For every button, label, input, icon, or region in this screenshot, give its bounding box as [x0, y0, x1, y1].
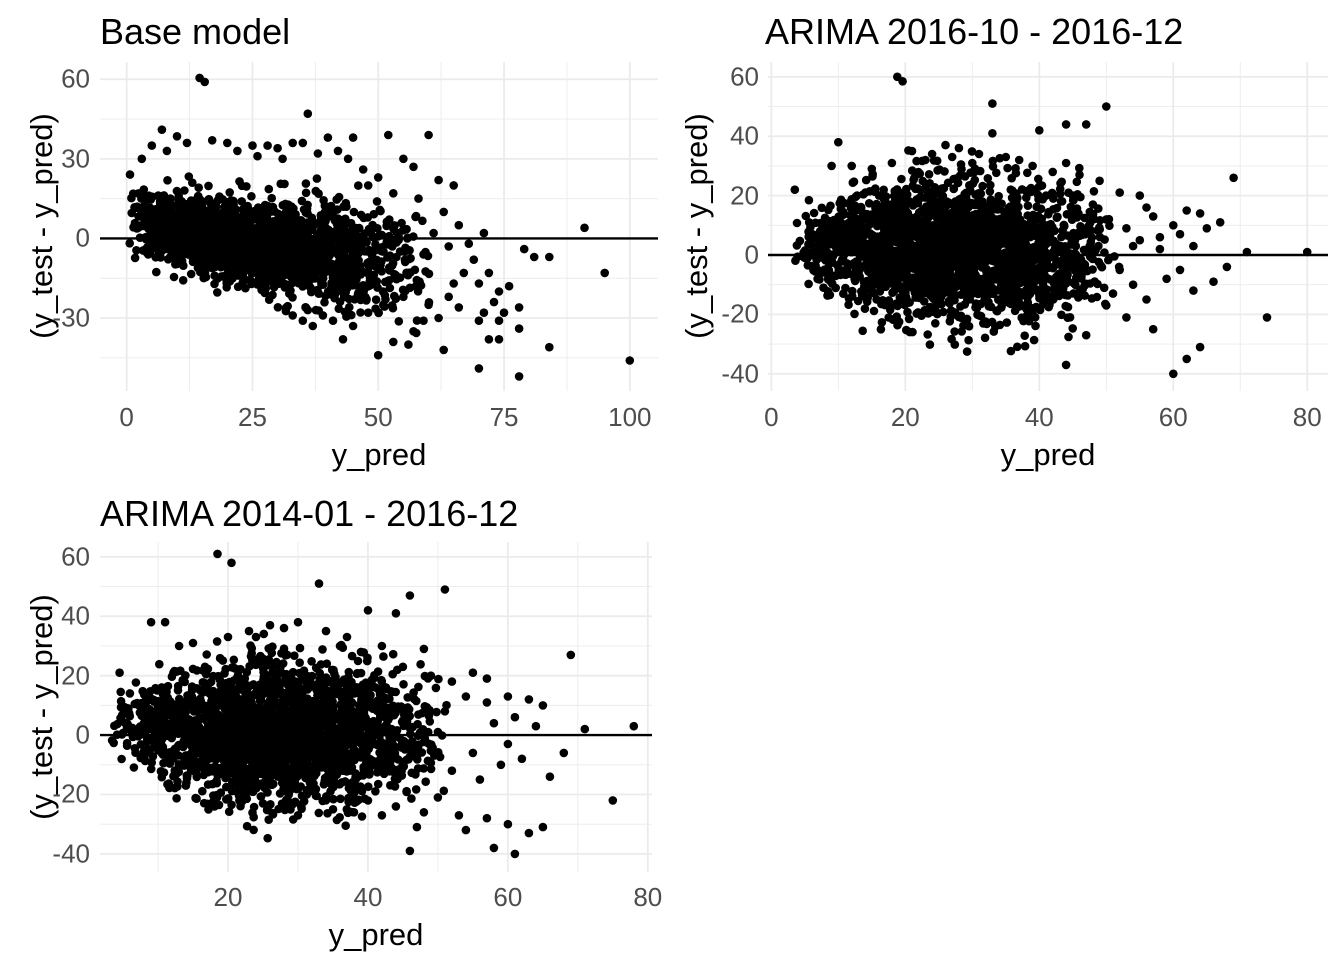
x-tick-label: 60	[493, 882, 523, 912]
scatter-panel	[100, 542, 652, 872]
y-tick-label: 0	[744, 239, 759, 270]
x-tick-label: 50	[363, 402, 393, 432]
x-tick-label: 0	[119, 402, 134, 432]
y-tick-label: 0	[75, 222, 90, 253]
plot-arima-2016-10-2016-12: ARIMA 2016-10 - 2016-12 (y_test - y_pred…	[672, 0, 1344, 480]
x-tick-label: 100	[608, 402, 652, 432]
y-tick-label: 30	[61, 143, 90, 174]
plot-base-model: Base model (y_test - y_pred) y_pred 0 25 5…	[0, 0, 672, 480]
x-axis-title: y_pred	[328, 917, 424, 952]
y-tick-label: -40	[52, 838, 90, 869]
y-tick-label: 40	[730, 120, 759, 151]
x-tick-label: 60	[1158, 402, 1188, 432]
y-tick-label: 60	[730, 61, 759, 92]
x-axis-title: y_pred	[331, 437, 427, 472]
plot-title: ARIMA 2014-01 - 2016-12	[100, 493, 519, 534]
y-tick-label: -40	[721, 358, 759, 389]
scatter-panel	[100, 62, 658, 391]
y-tick-label: 60	[61, 63, 90, 94]
x-tick-label: 40	[353, 882, 383, 912]
y-axis-title: (y_test - y_pred)	[679, 113, 714, 339]
plot-arima-2014-01-2016-12: ARIMA 2014-01 - 2016-12 (y_test - y_pred…	[0, 480, 672, 960]
x-tick-label: 20	[890, 402, 920, 432]
y-tick-label: -20	[52, 778, 90, 809]
y-tick-label: -20	[721, 298, 759, 329]
points-layer	[107, 549, 639, 859]
plot-title: ARIMA 2016-10 - 2016-12	[765, 11, 1184, 52]
x-tick-label: 75	[489, 402, 519, 432]
y-tick-label: 40	[61, 600, 90, 631]
points-layer	[125, 73, 635, 381]
y-tick-label: 60	[61, 541, 90, 572]
y-tick-label: 0	[75, 719, 90, 750]
plot-title: Base model	[100, 11, 291, 52]
x-tick-label: 80	[633, 882, 663, 912]
x-tick-label: 40	[1024, 402, 1054, 432]
x-tick-label: 80	[1292, 402, 1322, 432]
y-tick-label: -30	[52, 302, 90, 333]
x-tick-label: 20	[213, 882, 243, 912]
y-tick-label: 20	[730, 180, 759, 211]
y-tick-label: 20	[61, 660, 90, 691]
x-tick-label: 0	[764, 402, 779, 432]
x-axis-title: y_pred	[1000, 437, 1096, 472]
points-layer	[790, 72, 1312, 379]
scatter-panel	[768, 62, 1328, 391]
x-tick-label: 25	[237, 402, 267, 432]
